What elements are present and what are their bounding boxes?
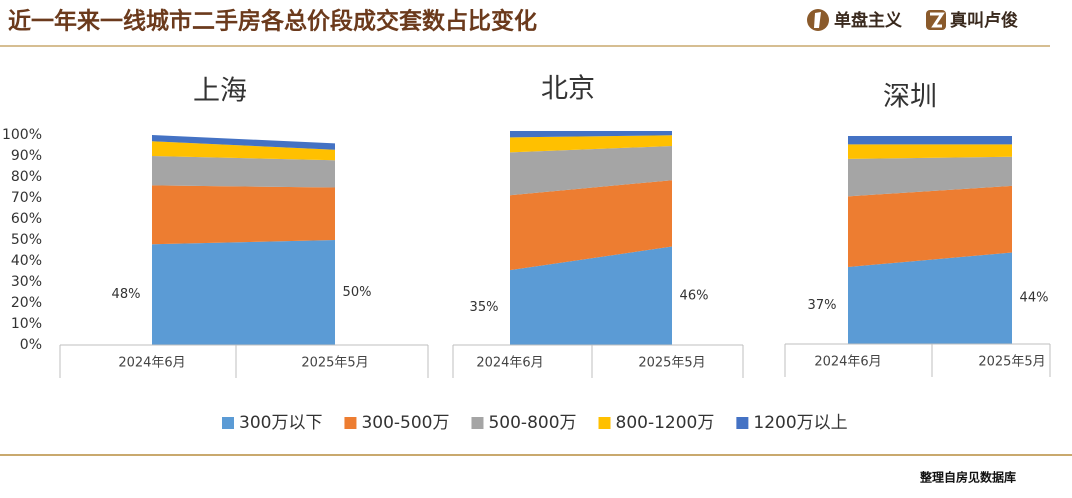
legend-swatch [736, 417, 749, 429]
y-tick-label: 60% [11, 211, 42, 227]
logo-text: 真叫卢俊 [950, 10, 1018, 31]
area-segment [152, 156, 335, 188]
data-label: 44% [1020, 291, 1049, 306]
legend-swatch [598, 417, 611, 429]
area-segment [152, 135, 335, 150]
x-tick-label: 2024年6月 [118, 356, 185, 371]
chart-title: 深圳 [883, 82, 937, 113]
source-note: 整理自房见数据库 [919, 470, 1016, 485]
legend-swatch [222, 417, 234, 429]
data-label: 48% [112, 287, 141, 302]
area-segment [848, 185, 1012, 268]
area-segment [152, 141, 335, 161]
legend-label: 300-500万 [361, 413, 449, 433]
area-segment [510, 180, 672, 271]
logo-text: 单盘主义 [834, 10, 902, 31]
chart-title: 上海 [193, 76, 247, 107]
area-segment [848, 252, 1012, 344]
x-tick-label: 2025年5月 [638, 356, 705, 371]
y-tick-label: 20% [11, 295, 42, 311]
legend-label: 1200万以上 [753, 413, 847, 433]
data-label: 35% [470, 300, 499, 315]
x-tick-label: 2024年6月 [476, 356, 543, 371]
y-tick-label: 30% [11, 274, 42, 290]
area-segment [152, 240, 335, 345]
area-segment [848, 144, 1012, 159]
x-tick-label: 2025年5月 [301, 356, 368, 371]
legend-label: 300万以下 [239, 413, 322, 433]
legend-label: 800-1200万 [616, 413, 715, 433]
area-segment [152, 185, 335, 245]
area-segment [848, 136, 1012, 145]
x-tick-label: 2025年5月 [978, 355, 1045, 370]
page-title: 近一年来一线城市二手房各总价段成交套数占比变化 [8, 8, 537, 35]
area-segment [510, 135, 672, 153]
area-segment [510, 145, 672, 196]
y-tick-label: 0% [20, 337, 42, 353]
y-tick-label: 80% [11, 169, 42, 185]
data-label: 37% [808, 298, 837, 313]
area-segment [510, 246, 672, 345]
data-label: 46% [680, 288, 709, 303]
area-segment [848, 156, 1012, 197]
data-label: 50% [343, 285, 372, 300]
y-tick-label: 70% [11, 190, 42, 206]
y-tick-label: 10% [11, 316, 42, 332]
y-tick-label: 100% [2, 127, 42, 143]
chart-title: 北京 [541, 74, 595, 105]
legend-label: 500-800万 [488, 413, 576, 433]
legend-swatch [344, 417, 357, 429]
y-tick-label: 50% [11, 232, 42, 248]
logo-icon-mark [814, 12, 821, 28]
logo-icon-mark [930, 12, 945, 28]
area-segment [510, 131, 672, 138]
x-tick-label: 2024年6月 [814, 355, 881, 370]
y-tick-label: 90% [11, 148, 42, 164]
legend-swatch [471, 417, 484, 429]
y-tick-label: 40% [11, 253, 42, 269]
